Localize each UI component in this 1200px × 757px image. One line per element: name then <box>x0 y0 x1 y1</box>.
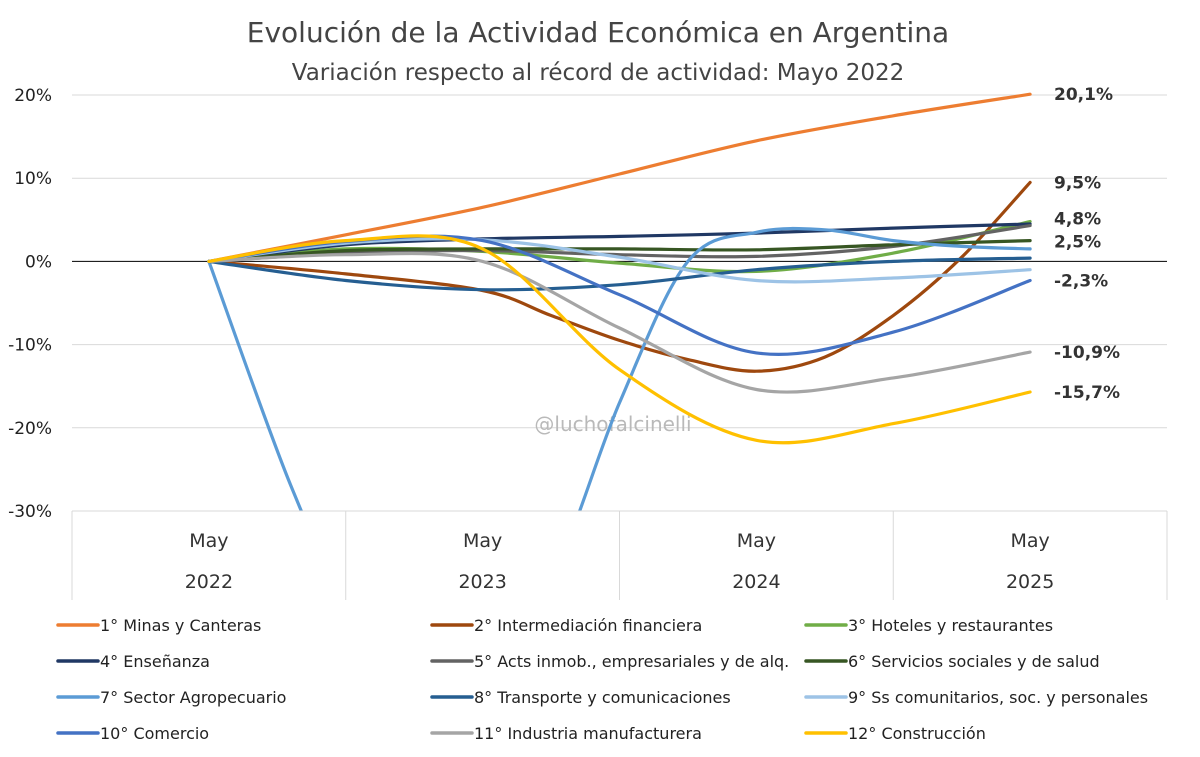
legend-item-9: 9° Ss comunitarios, soc. y personales <box>848 688 1148 707</box>
legend-item-12: 12° Construcción <box>848 724 986 743</box>
y-tick-label: 0% <box>25 252 52 272</box>
gridlines <box>72 94 1167 429</box>
legend-item-8: 8° Transporte y comunicaciones <box>474 688 731 707</box>
x-tick-year: 2023 <box>458 571 506 593</box>
legend-item-3: 3° Hoteles y restaurantes <box>848 616 1053 635</box>
end-label: 9,5% <box>1054 173 1101 193</box>
series-line-7 <box>207 226 1032 511</box>
legend: 1° Minas y Canteras 2° Intermediación fin… <box>56 616 1148 743</box>
series-line-6 <box>207 239 1032 263</box>
y-tick-label: -20% <box>8 419 52 439</box>
y-tick-label: -30% <box>8 502 52 522</box>
legend-item-6: 6° Servicios sociales y de salud <box>848 652 1100 671</box>
series-line-8 <box>207 256 1032 292</box>
series-line-4 <box>207 222 1032 263</box>
x-axis: May 2022 May 2023 May 2024 May 2025 <box>71 510 1168 600</box>
legend-item-7: 7° Sector Agropecuario <box>100 688 286 707</box>
end-label: 2,5% <box>1054 233 1101 253</box>
legend-item-1: 1° Minas y Canteras <box>100 616 261 635</box>
series-line-3 <box>207 219 1032 274</box>
legend-item-4: 4° Enseñanza <box>100 652 210 671</box>
y-tick-label: 10% <box>14 169 52 189</box>
x-tick-year: 2024 <box>732 571 780 593</box>
end-label: -2,3% <box>1054 272 1108 292</box>
x-tick-year: 2022 <box>185 571 233 593</box>
x-tick-year: 2025 <box>1006 571 1054 593</box>
x-tick-month: May <box>189 530 228 552</box>
x-tick-month: May <box>737 530 776 552</box>
y-tick-label: -10% <box>8 336 52 356</box>
series-line-12 <box>207 234 1032 445</box>
y-axis: -30% -20% -10% 0% 10% 20% <box>8 86 52 522</box>
legend-item-5: 5° Acts inmob., empresariales y de alq. <box>474 652 789 671</box>
y-tick-label: 20% <box>14 86 52 106</box>
chart-subtitle: Variación respecto al récord de activida… <box>292 60 904 86</box>
series-line-1 <box>207 92 1032 263</box>
series-line-11 <box>207 251 1032 394</box>
legend-item-2: 2° Intermediación financiera <box>474 616 702 635</box>
x-tick-month: May <box>1010 530 1049 552</box>
end-label: 20,1% <box>1054 85 1113 105</box>
end-label: 4,8% <box>1054 209 1101 229</box>
series-line-9 <box>207 237 1032 284</box>
series-line-2 <box>207 180 1032 373</box>
series-lines <box>207 92 1032 511</box>
end-labels: 20,1% 9,5% 4,8% 2,5% -2,3% -10,9% -15,7% <box>1054 85 1120 403</box>
end-label: -10,9% <box>1054 343 1120 363</box>
x-tick-month: May <box>463 530 502 552</box>
legend-item-11: 11° Industria manufacturera <box>474 724 702 743</box>
end-label: -15,7% <box>1054 383 1120 403</box>
legend-item-10: 10° Comercio <box>100 724 209 743</box>
chart-title: Evolución de la Actividad Económica en A… <box>247 16 949 49</box>
